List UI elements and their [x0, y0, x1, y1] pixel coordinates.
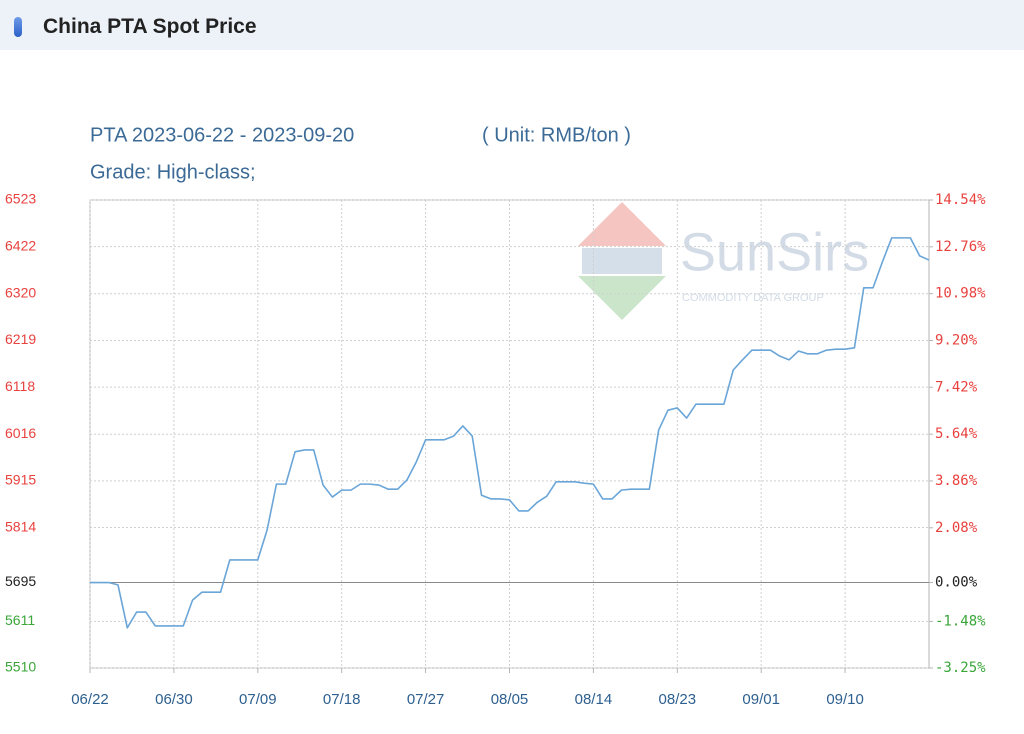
- y-tick-label: 5814: [5, 518, 36, 534]
- y-tick-label: 6219: [5, 331, 36, 347]
- y-tick-label: 6422: [5, 237, 36, 253]
- x-tick-label: 07/09: [239, 691, 277, 708]
- watermark-tagline: COMMODITY DATA GROUP: [682, 292, 824, 304]
- watermark-brand: SunSirs: [680, 222, 869, 282]
- x-tick-label: 08/23: [659, 691, 697, 708]
- x-tick-label: 09/10: [826, 691, 864, 708]
- x-tick-label: 08/14: [575, 691, 613, 708]
- chart-subtitle: PTA 2023-06-22 - 2023-09-20: [90, 124, 354, 146]
- unit-label: ( Unit: RMB/ton ): [482, 124, 631, 146]
- header: China PTA Spot Price: [0, 0, 1024, 50]
- y2-tick-label: 2.08%: [935, 520, 978, 536]
- y2-tick-label: 9.20%: [935, 332, 978, 348]
- y2-tick-label: 12.76%: [935, 239, 986, 255]
- header-title: China PTA Spot Price: [43, 15, 257, 38]
- y2-tick-label: -1.48%: [935, 613, 986, 629]
- y2-tick-label: 5.64%: [935, 426, 978, 442]
- y-tick-label: 6523: [5, 191, 36, 207]
- y-tick-label: 5611: [5, 612, 35, 628]
- header-icon: [14, 17, 22, 37]
- price-line: [90, 237, 930, 629]
- x-tick-label: 09/01: [742, 691, 780, 708]
- x-tick-label: 08/05: [491, 691, 529, 708]
- watermark-logo-bottom: [578, 276, 666, 320]
- y2-tick-label: 3.86%: [935, 473, 978, 489]
- x-tick-label: 07/18: [323, 691, 361, 708]
- y-tick-label: 6118: [5, 378, 35, 394]
- x-tick-label: 07/27: [407, 691, 445, 708]
- watermark-logo-band: [582, 248, 662, 274]
- watermark: SunSirs COMMODITY DATA GROUP: [578, 202, 869, 320]
- y2-tick-label: 0.00%: [935, 575, 978, 591]
- y2-tick-label: 14.54%: [935, 192, 986, 208]
- x-tick-label: 06/30: [155, 691, 193, 708]
- watermark-logo-top: [578, 202, 666, 246]
- y2-tick-label: 7.42%: [935, 379, 978, 395]
- y-tick-label: 5915: [5, 472, 36, 488]
- grade-label: Grade: High-class;: [90, 161, 256, 183]
- y2-tick-label: 10.98%: [935, 286, 986, 302]
- x-tick-label: 06/22: [71, 691, 109, 708]
- y-tick-label: 5510: [5, 659, 36, 675]
- y-tick-label: 6016: [5, 425, 36, 441]
- y-tick-label: 6320: [5, 284, 36, 300]
- y-tick-label: 5695: [5, 573, 36, 589]
- y2-tick-label: -3.25%: [935, 660, 986, 676]
